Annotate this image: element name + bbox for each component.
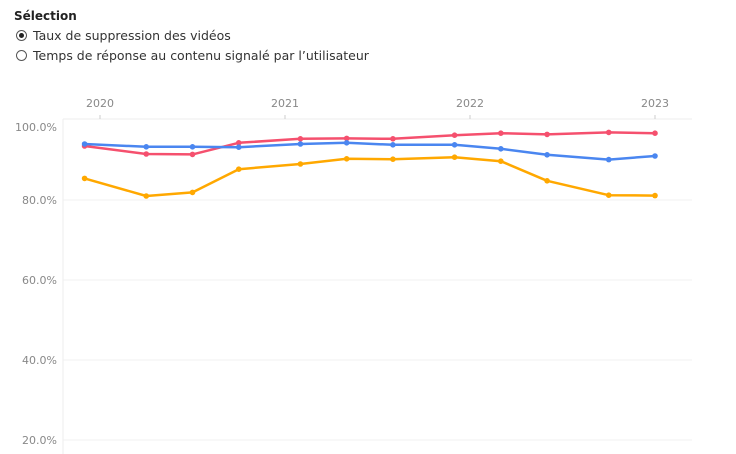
x-tick-label: 2021 [271, 97, 299, 110]
x-tick-label: 2020 [86, 97, 114, 110]
data-point [498, 146, 504, 152]
y-tick-label: 20.0% [22, 434, 57, 447]
data-point [451, 154, 458, 160]
radio-selected-icon[interactable] [16, 30, 27, 41]
radio-option-video-removal[interactable]: Taux de suppression des vidéos [16, 28, 231, 43]
data-point [143, 144, 150, 150]
radio-option-response-time[interactable]: Temps de réponse au contenu signalé par … [16, 48, 369, 63]
data-point [189, 144, 196, 150]
data-point [652, 153, 658, 159]
data-point [605, 129, 612, 136]
data-point [390, 136, 396, 142]
radio-unselected-icon[interactable] [16, 50, 27, 61]
y-tick-label: 80.0% [22, 194, 57, 207]
x-tick-label: 2023 [641, 97, 669, 110]
option-label: Taux de suppression des vidéos [33, 28, 231, 43]
data-point [451, 132, 458, 138]
series-line-1 [84, 141, 656, 161]
data-point [81, 141, 88, 147]
y-tick-label: 40.0% [22, 354, 57, 367]
y-tick-label: 60.0% [22, 274, 57, 287]
selector-title: Sélection [14, 9, 77, 23]
data-point [652, 192, 658, 199]
data-point [235, 140, 242, 146]
option-label: Temps de réponse au contenu signalé par … [33, 48, 369, 63]
data-point [544, 131, 550, 138]
data-point [652, 130, 658, 136]
data-point [297, 136, 304, 142]
series-line-0 [84, 131, 656, 156]
data-point [451, 142, 458, 148]
data-point [498, 130, 504, 136]
data-point [189, 189, 196, 196]
data-point [343, 156, 350, 162]
series-line-2 [84, 155, 656, 198]
data-point [297, 161, 304, 167]
data-point [605, 156, 612, 163]
data-point [544, 178, 550, 184]
data-point [235, 144, 242, 150]
data-point [343, 140, 350, 146]
data-point [235, 166, 242, 172]
data-point [343, 135, 350, 142]
data-point [143, 151, 150, 157]
data-point [498, 158, 504, 164]
data-point [297, 141, 304, 147]
y-tick-label: 100.0% [15, 121, 57, 134]
data-point [143, 193, 150, 199]
data-point [81, 175, 88, 182]
data-point [544, 152, 550, 158]
data-point [390, 142, 396, 148]
data-point [189, 151, 196, 158]
data-point [390, 156, 396, 162]
data-point [605, 192, 612, 198]
x-tick-label: 2022 [456, 97, 484, 110]
